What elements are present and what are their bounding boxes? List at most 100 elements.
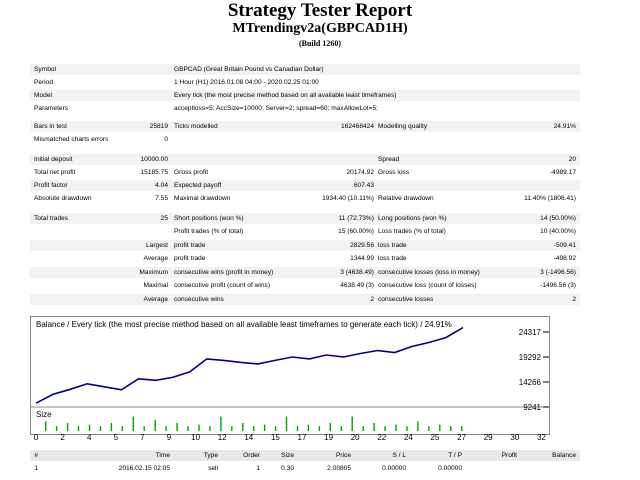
size-bar bbox=[154, 419, 156, 431]
row-period: Period 1 Hour (H1) 2016.01.08 04:00 - 20… bbox=[30, 77, 580, 88]
size-bar bbox=[274, 426, 277, 431]
grossprofit-label: Gross profit bbox=[174, 169, 209, 176]
short-value: 11 (72.73%) bbox=[338, 215, 374, 222]
largest-label: Largest bbox=[146, 242, 168, 249]
llt-label: loss trade bbox=[378, 242, 407, 249]
x-tick-label: 22 bbox=[377, 433, 387, 442]
row-symbol: Symbol GBPCAD (Great Britain Pound vs Ca… bbox=[30, 64, 580, 75]
table-cell: 0.30 bbox=[281, 465, 294, 472]
table-header-cell: Order bbox=[243, 452, 260, 459]
x-tick-label: 7 bbox=[140, 433, 145, 442]
table-cell: 1 bbox=[34, 465, 38, 472]
params-value: acceptloss=5; AccSize=10000; Server=2; s… bbox=[174, 105, 378, 112]
size-bar bbox=[362, 426, 364, 431]
report-subtitle: MTrendingv2a(GBPCAD1H) bbox=[232, 21, 408, 36]
x-tick-label: 12 bbox=[217, 433, 227, 442]
size-bar bbox=[55, 426, 58, 431]
size-bar bbox=[165, 426, 167, 431]
row-model: Model Every tick (the most precise metho… bbox=[30, 90, 580, 101]
pf-label: Profit factor bbox=[34, 182, 68, 189]
size-bar bbox=[187, 426, 189, 431]
table-header-cell: Size bbox=[281, 452, 294, 459]
table-header-cell: # bbox=[34, 452, 38, 459]
mclo-value: -1496.56 (3) bbox=[540, 282, 576, 289]
size-label: Size bbox=[36, 410, 52, 419]
row-deposit: Initial deposit 10000.00 Spread 20 bbox=[30, 154, 580, 165]
maxdd-value: 1934.40 (10.11%) bbox=[322, 195, 374, 202]
y-tick-label: 9241 bbox=[523, 403, 541, 412]
alt-value: -498.92 bbox=[553, 255, 576, 262]
x-tick-label: 2 bbox=[60, 433, 65, 442]
balance-line bbox=[35, 326, 464, 404]
x-tick-label: 30 bbox=[510, 433, 520, 442]
apt-label: profit trade bbox=[174, 255, 206, 262]
size-bar bbox=[406, 426, 408, 431]
row-bars: Bars in test 25819 Ticks modelled 162468… bbox=[30, 121, 580, 132]
table-cell: 2.00805 bbox=[327, 465, 351, 472]
size-bar bbox=[99, 426, 102, 431]
period-label: Period bbox=[34, 79, 54, 86]
x-axis: 0 2 4 5 7 9 10 12 14 15 17 19 20 22 24 25 27 29 30 32 bbox=[30, 433, 548, 445]
table-row: 1 2016.02.15 02:05 sell 1 0.30 2.00805 0.00000… bbox=[30, 463, 580, 474]
x-tick-label: 10 bbox=[191, 433, 201, 442]
ltrades-value: 10 (40.00%) bbox=[540, 228, 576, 235]
ticks-label: Ticks modelled bbox=[174, 123, 218, 130]
row-largest: Largest profit trade 2829.56 loss trade … bbox=[30, 240, 580, 251]
size-bar bbox=[242, 423, 244, 431]
apt-value: 1344.99 bbox=[350, 255, 374, 262]
x-tick-label: 29 bbox=[483, 433, 493, 442]
size-bar bbox=[198, 424, 200, 431]
x-tick-label: 32 bbox=[536, 433, 546, 442]
grossloss-label: Gross loss bbox=[378, 169, 410, 176]
long-label: Long positions (won %) bbox=[378, 215, 447, 222]
balance-chart-svg: Balance / Every tick (the most precise m… bbox=[31, 320, 549, 431]
size-bar bbox=[340, 426, 342, 431]
size-bar bbox=[45, 421, 47, 431]
spread-label: Spread bbox=[378, 156, 400, 163]
size-bar bbox=[373, 423, 375, 431]
size-bar bbox=[428, 426, 430, 431]
size-bar bbox=[351, 416, 353, 431]
trades-table-header: # Time Type Order Size Price S / L T / P Profit B… bbox=[30, 450, 580, 461]
deposit-value: 10000.00 bbox=[140, 156, 168, 163]
spread-value: 20 bbox=[568, 156, 576, 163]
y-tick-label: 14266 bbox=[519, 378, 542, 387]
mcw-label: consecutive wins (profit in money) bbox=[174, 269, 274, 276]
trades-label: Total trades bbox=[34, 215, 69, 222]
absdd-value: 7.55 bbox=[155, 195, 168, 202]
alt-label: loss trade bbox=[378, 255, 407, 262]
size-bar bbox=[231, 426, 233, 431]
size-bar bbox=[384, 426, 386, 431]
row-parameters: Parameters acceptloss=5; AccSize=10000; … bbox=[30, 103, 580, 114]
maximal-label: Maximal bbox=[143, 282, 168, 289]
deposit-label: Initial deposit bbox=[34, 156, 73, 163]
grossloss-value: -4989.17 bbox=[549, 169, 576, 176]
x-tick-label: 19 bbox=[324, 433, 334, 442]
size-bar bbox=[285, 416, 288, 431]
row-average-consecutive: Average consecutive wins 2 consecutive l… bbox=[30, 294, 580, 305]
size-bar bbox=[77, 426, 80, 431]
chart-title: Balance / Every tick (the most precise m… bbox=[36, 320, 452, 329]
ltrades-label: Loss trades (% of total) bbox=[378, 228, 446, 235]
payoff-value: 607.43 bbox=[353, 182, 374, 189]
mismatch-label: Mismatched charts errors bbox=[34, 136, 109, 143]
size-bar bbox=[132, 416, 134, 431]
table-cell: 0.00000 bbox=[382, 465, 406, 472]
mcl-value: 3 (-1496.56) bbox=[540, 269, 576, 276]
netprofit-label: Total net profit bbox=[34, 169, 76, 176]
acl-value: 2 bbox=[572, 296, 576, 303]
report-build: (Build 1260) bbox=[298, 39, 341, 48]
acw-value: 2 bbox=[370, 296, 374, 303]
table-header-cell: Balance bbox=[552, 452, 576, 459]
period-value: 1 Hour (H1) 2016.01.08 04:00 - 2020.02.2… bbox=[174, 79, 319, 86]
y-tick-label: 19292 bbox=[519, 353, 542, 362]
size-bar bbox=[439, 424, 441, 431]
absdd-label: Absolute drawdown bbox=[34, 195, 92, 202]
acw-label: consecutive wins bbox=[174, 296, 224, 303]
size-bar bbox=[88, 424, 91, 431]
size-bar bbox=[307, 424, 310, 431]
mismatch-value: 0 bbox=[164, 136, 168, 143]
x-tick-label: 27 bbox=[457, 433, 467, 442]
row-drawdown: Absolute drawdown 7.55 Maximal drawdown … bbox=[30, 193, 580, 204]
symbol-value: GBPCAD (Great Britain Pound vs Canadian … bbox=[174, 66, 324, 73]
